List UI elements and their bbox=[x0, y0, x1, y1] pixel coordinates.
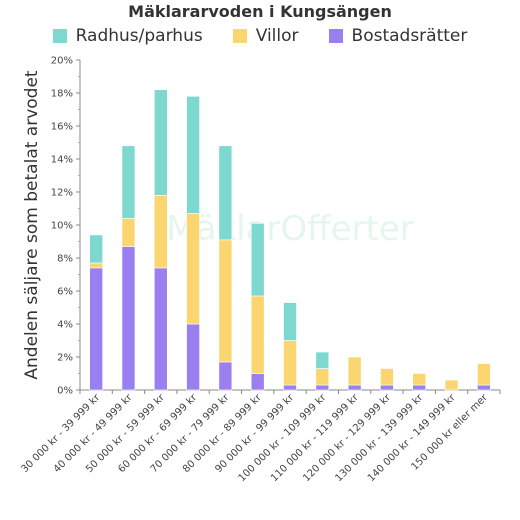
bar-segment bbox=[380, 368, 394, 386]
bar-segment bbox=[283, 384, 297, 391]
bar-segment bbox=[250, 295, 265, 374]
bar-segment bbox=[444, 379, 459, 391]
bar-segment bbox=[380, 384, 394, 391]
y-tick-label: 6% bbox=[57, 287, 73, 298]
bar-segment bbox=[347, 356, 362, 386]
y-tick-label: 2% bbox=[57, 353, 73, 364]
bar-segment bbox=[347, 384, 362, 391]
y-tick-label: 4% bbox=[57, 320, 73, 331]
bar-segment bbox=[186, 96, 200, 214]
y-tick-label: 0% bbox=[57, 386, 73, 397]
y-tick-label: 14% bbox=[51, 155, 73, 166]
bar-segment bbox=[218, 361, 233, 391]
bar-segment bbox=[121, 218, 136, 247]
bar-segment bbox=[186, 213, 200, 325]
bar-segment bbox=[315, 351, 330, 369]
legend-swatch bbox=[52, 29, 67, 43]
bar-segment bbox=[283, 302, 297, 341]
legend-item[interactable]: Radhus/parhus bbox=[52, 26, 203, 46]
bar-segment bbox=[315, 384, 330, 391]
legend-swatch bbox=[232, 29, 247, 43]
bar-segment bbox=[89, 262, 103, 269]
bar-segment bbox=[153, 195, 168, 269]
bar-segment bbox=[477, 363, 491, 386]
bar-segment bbox=[218, 239, 233, 363]
y-tick-label: 12% bbox=[51, 188, 73, 199]
bar-segment bbox=[315, 368, 330, 386]
y-tick-label: 20% bbox=[51, 56, 73, 67]
bar-segment bbox=[121, 145, 136, 219]
bar-segment bbox=[121, 246, 136, 391]
bar-segment bbox=[153, 267, 168, 391]
legend-item[interactable]: Bostadsrätter bbox=[328, 26, 468, 46]
bar-segment bbox=[153, 89, 168, 196]
bar-segment bbox=[477, 384, 491, 391]
bar-segment bbox=[250, 373, 265, 391]
bar-segment bbox=[89, 234, 103, 264]
legend-item[interactable]: Villor bbox=[232, 26, 299, 46]
y-tick-label: 10% bbox=[51, 221, 73, 232]
bar-segment bbox=[412, 384, 427, 391]
legend-swatch bbox=[328, 29, 343, 43]
bar-segment bbox=[218, 145, 233, 241]
y-tick-label: 16% bbox=[51, 122, 73, 133]
y-tick-label: 8% bbox=[57, 254, 73, 265]
bar-segment bbox=[186, 323, 200, 391]
legend-label: Bostadsrätter bbox=[351, 26, 468, 46]
bar-segment bbox=[283, 340, 297, 386]
chart-title: Mäklararvoden i Kungsängen bbox=[128, 2, 392, 21]
legend-label: Radhus/parhus bbox=[75, 26, 203, 46]
bar-segment bbox=[89, 267, 103, 391]
watermark: MäklarOfferter bbox=[166, 209, 413, 249]
legend-label: Villor bbox=[255, 26, 299, 46]
y-tick-label: 18% bbox=[51, 89, 73, 100]
bar-segment bbox=[412, 373, 427, 386]
bar-segment bbox=[250, 223, 265, 297]
legend: Radhus/parhus Villor Bostadsrätter bbox=[0, 26, 520, 46]
